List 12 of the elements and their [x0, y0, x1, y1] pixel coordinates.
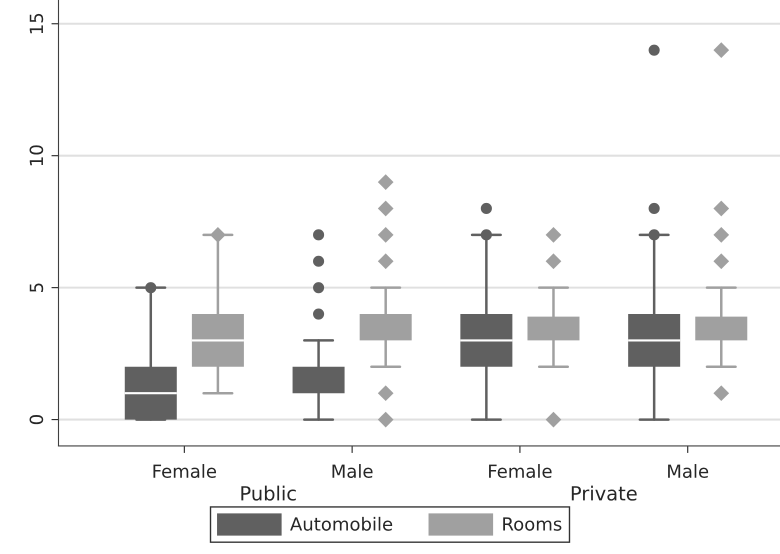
text: Public [241, 486, 296, 501]
legend-label: Rooms [503, 517, 562, 531]
x-tick-label: Male [332, 464, 373, 478]
text: Private [572, 486, 637, 501]
y-tick-label: 0 [30, 415, 44, 424]
x-tick-label: Male [668, 464, 708, 478]
x-tick-label: Female [153, 464, 216, 478]
x-tick-label: Female [489, 464, 552, 478]
y-tick-label: 5 [30, 283, 44, 292]
legend-label: Automobile [290, 516, 392, 531]
y-tick-label: 15 [30, 14, 44, 34]
y-tick-label: 10 [30, 145, 44, 166]
